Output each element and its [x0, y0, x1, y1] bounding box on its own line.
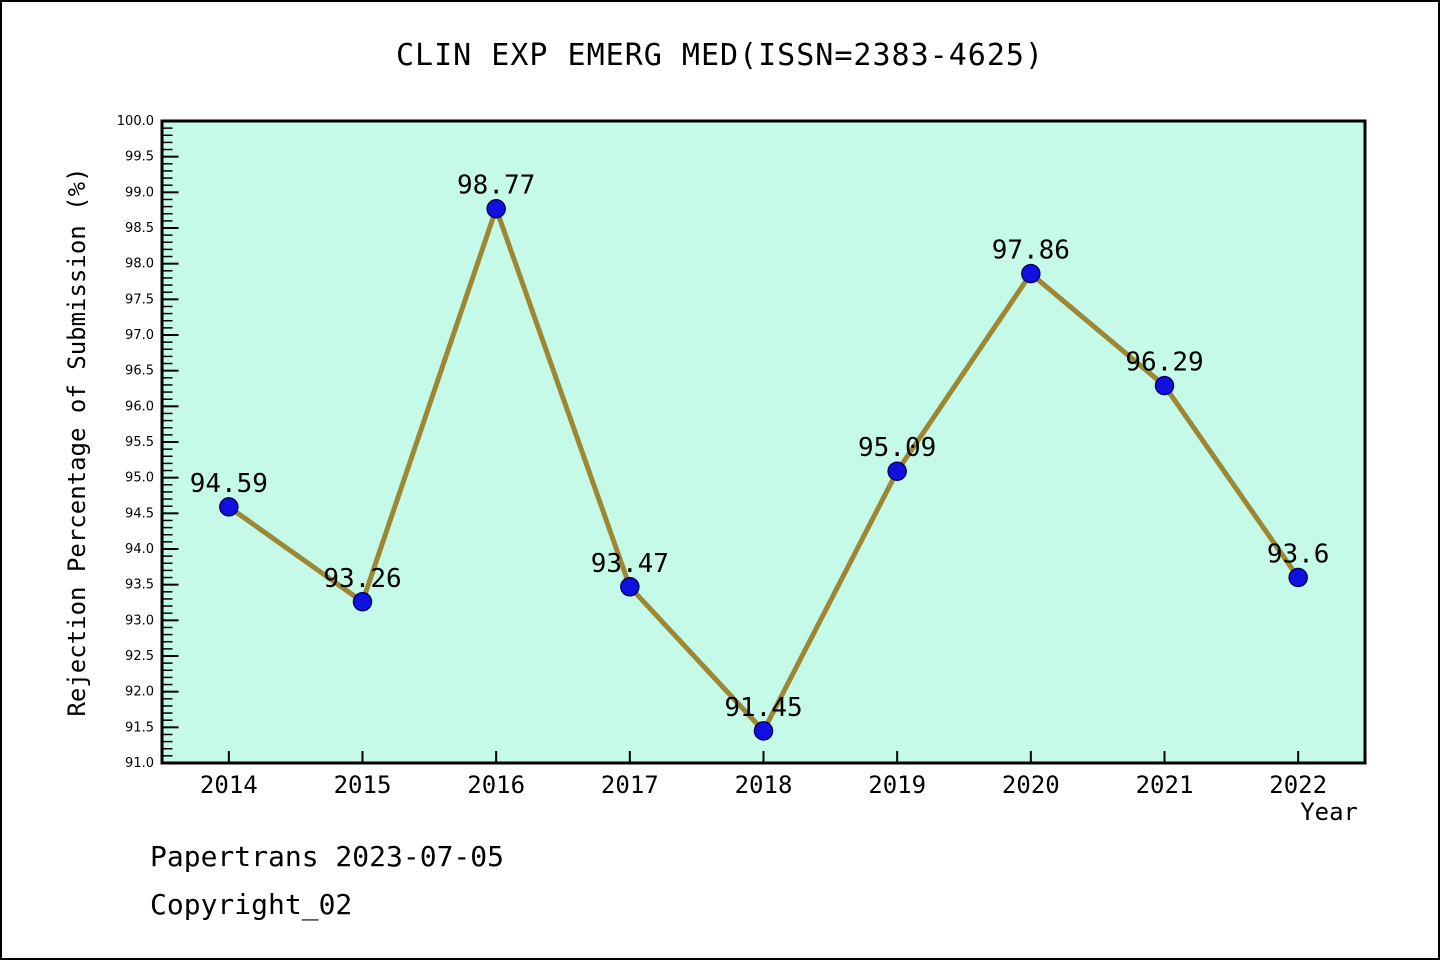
- data-point-label: 97.86: [992, 236, 1070, 266]
- footer-source-date: Papertrans 2023-07-05: [150, 840, 505, 873]
- data-point-label: 93.47: [591, 549, 669, 579]
- y-tick-label: 91.5: [125, 720, 154, 735]
- x-tick-label: 2016: [467, 771, 525, 799]
- y-tick-label: 97.0: [125, 328, 154, 343]
- x-axis-title: Year: [1300, 798, 1358, 826]
- y-tick-label: 94.0: [125, 542, 154, 557]
- y-tick-label: 96.5: [125, 364, 154, 379]
- y-tick-label: 99.0: [125, 185, 154, 200]
- y-tick-label: 98.5: [125, 221, 154, 236]
- y-tick-label: 96.0: [125, 399, 154, 414]
- y-tick-label: 97.5: [125, 292, 154, 307]
- y-tick-label: 100.0: [117, 114, 154, 129]
- y-tick-label: 99.5: [125, 150, 154, 165]
- data-point-label: 91.45: [724, 693, 802, 723]
- data-point: [352, 592, 373, 612]
- data-point-label: 93.26: [323, 564, 401, 594]
- x-tick-label: 2017: [601, 771, 659, 799]
- y-tick-label: 94.5: [125, 506, 154, 521]
- y-tick-label: 98.0: [125, 257, 154, 272]
- data-point: [486, 198, 506, 219]
- x-tick-label: 2022: [1269, 771, 1327, 799]
- chart-title: CLIN EXP EMERG MED(ISSN=2383-4625): [395, 38, 1045, 73]
- data-point: [219, 497, 239, 517]
- x-tick-label: 2019: [868, 771, 926, 799]
- x-tick-label: 2021: [1136, 771, 1194, 799]
- data-point-label: 98.77: [457, 171, 535, 201]
- y-tick-label: 91.0: [125, 756, 154, 771]
- plot-area: [160, 119, 1367, 765]
- data-point: [1154, 375, 1175, 396]
- y-tick-label: 92.0: [125, 685, 154, 700]
- data-point: [753, 721, 774, 741]
- data-point: [887, 461, 907, 481]
- footer-copyright: Copyright_02: [150, 888, 353, 921]
- data-point-label: 94.59: [190, 469, 268, 499]
- data-point: [1021, 263, 1041, 284]
- data-point-label: 93.6: [1267, 540, 1330, 570]
- y-tick-label: 92.5: [125, 649, 154, 664]
- data-point-label: 96.29: [1125, 348, 1203, 378]
- data-point: [620, 577, 640, 597]
- x-tick-label: 2020: [1002, 771, 1060, 799]
- data-point: [1288, 567, 1308, 588]
- x-tick-label: 2014: [200, 771, 258, 799]
- x-tick-label: 2018: [735, 771, 793, 799]
- y-tick-label: 93.5: [125, 578, 154, 593]
- y-tick-label: 93.0: [125, 613, 154, 628]
- data-point-label: 95.09: [858, 433, 936, 463]
- y-tick-label: 95.0: [125, 471, 154, 486]
- y-tick-label: 95.5: [125, 435, 154, 450]
- x-tick-label: 2015: [334, 771, 392, 799]
